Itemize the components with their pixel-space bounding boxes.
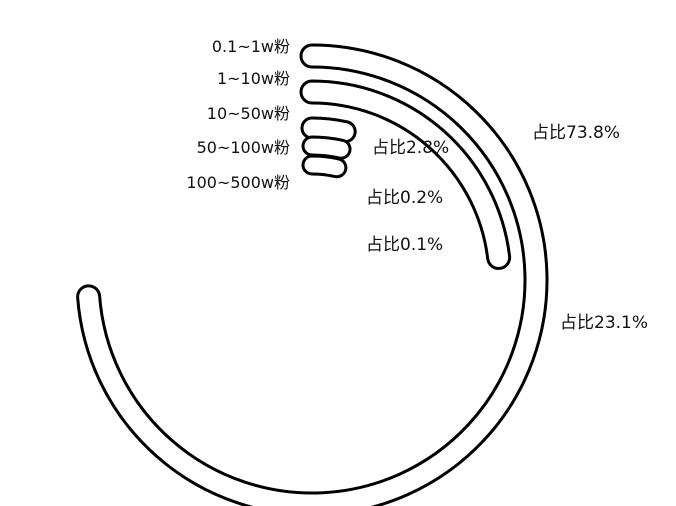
category-labels: 0.1~1w粉 1~10w粉 10~50w粉 50~100w粉 100~500w… [186, 37, 290, 192]
data-label-2: 占比2.8% [372, 138, 449, 158]
bar-4 [301, 154, 348, 179]
tick-label-3: 50~100w粉 [197, 138, 290, 157]
bar-0 [76, 43, 549, 506]
tick-label-0: 0.1~1w粉 [212, 37, 290, 56]
data-label-4: 占比0.1% [366, 235, 443, 255]
data-labels: 占比73.8% 占比23.1% 占比2.8% 占比0.2% 占比0.1% [366, 123, 648, 333]
tick-label-4: 100~500w粉 [186, 173, 290, 192]
bars-layer [76, 43, 549, 506]
bar-1 [299, 79, 512, 270]
tick-label-1: 1~10w粉 [217, 69, 290, 88]
tick-label-2: 10~50w粉 [207, 104, 290, 123]
data-label-0: 占比73.8% [532, 123, 620, 143]
data-label-3: 占比0.2% [366, 188, 443, 208]
data-label-1: 占比23.1% [560, 313, 648, 333]
